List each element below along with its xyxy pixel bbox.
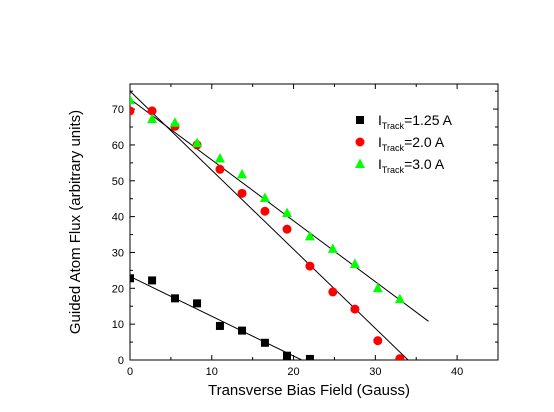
- axis-ticks: 0 10 20 30 40 0 10 20 30 40 50 60 70: [112, 84, 498, 378]
- fit-line-1: [130, 276, 302, 360]
- data-point-series-1: [130, 274, 134, 283]
- data-point-series-2: [350, 304, 360, 314]
- data-point-series-3: [214, 153, 225, 163]
- fit-line-3: [130, 98, 429, 322]
- data-point-series-3: [349, 258, 360, 268]
- y-tick-label: 10: [112, 319, 124, 331]
- data-point-series-3: [147, 113, 158, 124]
- data-point-series-1: [305, 354, 314, 360]
- plot-frame: [129, 83, 499, 361]
- data-point-series-3: [259, 192, 270, 202]
- data-point-series-3: [327, 243, 338, 253]
- x-tick-label: 40: [451, 366, 463, 378]
- legend-label-1: ITrack=1.25 A: [378, 112, 453, 131]
- data-point-series-1: [170, 294, 179, 303]
- data-point-series-1: [283, 351, 292, 360]
- data-point-series-1: [215, 321, 224, 330]
- data-point-series-2: [373, 336, 383, 346]
- y-tick-label: 30: [112, 247, 124, 259]
- data-point-series-1: [148, 276, 157, 285]
- data-point-series-3: [394, 293, 405, 304]
- data-point-series-1: [193, 299, 202, 308]
- data-point-series-3: [192, 137, 203, 148]
- data-point-series-2: [215, 164, 225, 174]
- y-tick-label: 20: [112, 283, 124, 295]
- y-tick-label: 40: [112, 212, 124, 224]
- legend-marker-2: [355, 137, 365, 147]
- fit-line-2: [130, 90, 409, 360]
- data-point-series-3: [282, 207, 293, 218]
- data-point-series-3: [237, 168, 248, 179]
- y-axis-title: Guided Atom Flux (arbitrary units): [67, 110, 84, 334]
- data-point-series-1: [238, 326, 247, 335]
- data-point-series-1: [260, 338, 269, 347]
- x-tick-label: 20: [287, 366, 299, 378]
- data-point-series-2: [260, 206, 270, 216]
- x-axis-title: Transverse Bias Field (Gauss): [208, 382, 410, 399]
- data-point-series-3: [372, 282, 383, 293]
- x-tick-label: 10: [206, 366, 218, 378]
- data-point-series-2: [130, 106, 135, 116]
- legend: ITrack=1.25 A ITrack=2.0 A ITrack=3.0 A: [355, 112, 453, 175]
- data-point-series-3: [169, 117, 180, 127]
- data-point-series-3: [130, 94, 135, 105]
- data-point-series-2: [237, 188, 247, 198]
- data-point-series-2: [328, 287, 338, 297]
- data-point-series-3: [304, 230, 315, 241]
- legend-marker-1: [356, 116, 364, 124]
- legend-label-2: ITrack=2.0 A: [378, 134, 445, 153]
- data-point-series-2: [395, 354, 405, 360]
- plot-area-border: [129, 83, 499, 361]
- data-point-series-2: [147, 106, 157, 116]
- data-point-series-2: [282, 224, 292, 234]
- x-tick-label: 0: [127, 366, 133, 378]
- legend-marker-3: [355, 158, 365, 168]
- y-tick-label: 0: [118, 355, 124, 367]
- data-points: [130, 94, 405, 360]
- x-tick-label: 30: [369, 366, 381, 378]
- fit-lines: [130, 90, 429, 360]
- y-tick-label: 50: [112, 176, 124, 188]
- legend-label-3: ITrack=3.0 A: [378, 156, 445, 175]
- y-tick-label: 60: [112, 140, 124, 152]
- y-tick-label: 70: [112, 104, 124, 116]
- data-point-series-2: [305, 261, 315, 271]
